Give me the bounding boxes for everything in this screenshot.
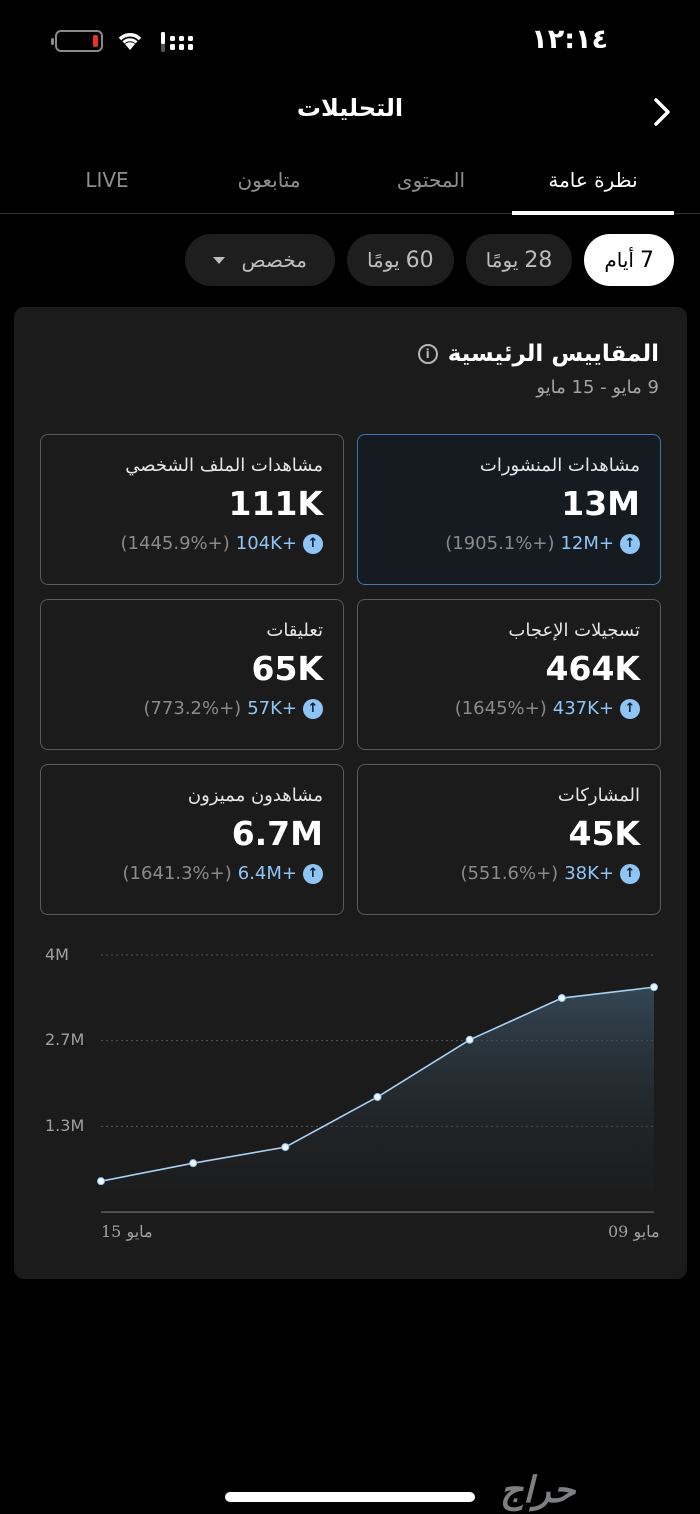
info-icon[interactable]: i bbox=[417, 344, 438, 364]
metric-label: تسجيلات الإعجاب bbox=[508, 620, 640, 641]
back-chevron-icon[interactable] bbox=[648, 96, 676, 128]
panel-title: المقاييس الرئيسية bbox=[447, 341, 659, 367]
metric-change: ↑ 437K+ (1645%+) bbox=[378, 698, 640, 719]
metric-delta: 12M+ bbox=[560, 533, 614, 554]
metric-percent: (1645%+) bbox=[454, 698, 547, 719]
metric-label: تعليقات bbox=[266, 620, 323, 641]
chip-number: 60 bbox=[405, 247, 434, 273]
clock: ١٢:١٤ bbox=[531, 24, 608, 55]
chip-number: 7 bbox=[640, 247, 654, 273]
metric-percent: (1905.1%+) bbox=[445, 533, 555, 554]
custom-range-dropdown[interactable]: مخصص bbox=[185, 234, 335, 286]
arrow-up-icon: ↑ bbox=[303, 863, 323, 884]
arrow-up-icon: ↑ bbox=[620, 698, 640, 719]
metric-value: 111K bbox=[228, 484, 323, 523]
metric-change: ↑ 6.4M+ (1641.3%+) bbox=[61, 863, 323, 884]
x-tick-right: مايو 09 bbox=[608, 1222, 660, 1241]
battery-icon bbox=[51, 30, 103, 52]
metric-label: مشاهدات المنشورات bbox=[479, 455, 640, 476]
filter-7-days[interactable]: 7 أيام bbox=[584, 234, 674, 286]
home-indicator[interactable] bbox=[225, 1492, 475, 1502]
wifi-icon bbox=[118, 33, 142, 50]
metric-delta: 437K+ bbox=[552, 698, 614, 719]
metric-value: 45K bbox=[568, 814, 641, 853]
page-title: التحليلات bbox=[296, 94, 404, 122]
views-chart[interactable]: 4M 2.7M 1.3M مايو 15 مايو 09 bbox=[14, 927, 687, 1247]
y-tick: 1.3M bbox=[45, 1116, 85, 1135]
metric-card-likes[interactable]: تسجيلات الإعجاب 464K ↑ 437K+ (1645%+) bbox=[357, 599, 661, 750]
metric-card-post-views[interactable]: مشاهدات المنشورات 13M ↑ 12M+ (1905.1%+) bbox=[357, 434, 661, 585]
metric-value: 6.7M bbox=[231, 814, 323, 853]
metric-value: 65K bbox=[251, 649, 324, 688]
filter-60-days[interactable]: 60 يومًا bbox=[346, 234, 454, 286]
metric-change: ↑ 12M+ (1905.1%+) bbox=[378, 533, 640, 554]
metric-label: مشاهدات الملف الشخصي bbox=[125, 455, 323, 476]
metric-value: 464K bbox=[545, 649, 640, 688]
chip-number: 28 bbox=[524, 247, 553, 273]
arrow-up-icon: ↑ bbox=[303, 533, 323, 554]
watermark-logo: حراج bbox=[500, 1470, 576, 1511]
metric-percent: (1445.9%+) bbox=[120, 533, 230, 554]
caret-down-icon bbox=[213, 256, 226, 264]
tab-followers[interactable]: متابعون bbox=[237, 168, 301, 192]
status-bar: ١٢:١٤ bbox=[0, 0, 700, 80]
date-range: 9 مايو - 15 مايو bbox=[536, 377, 659, 398]
metric-card-shares[interactable]: المشاركات 45K ↑ 38K+ (551.6%+) bbox=[357, 764, 661, 915]
tab-bar: نظرة عامة المحتوى متابعون LIVE bbox=[0, 158, 700, 215]
metric-change: ↑ 38K+ (551.6%+) bbox=[378, 863, 640, 884]
metric-change: ↑ 57K+ (773.2%+) bbox=[61, 698, 323, 719]
tab-content[interactable]: المحتوى bbox=[396, 168, 466, 192]
metric-label: المشاركات bbox=[557, 785, 640, 806]
custom-label: مخصص bbox=[241, 248, 307, 272]
tab-overview[interactable]: نظرة عامة bbox=[512, 158, 674, 215]
filter-28-days[interactable]: 28 يومًا bbox=[465, 234, 573, 286]
line-chart bbox=[97, 954, 658, 1213]
metric-card-profile-views[interactable]: مشاهدات الملف الشخصي 111K ↑ 104K+ (1445.… bbox=[40, 434, 344, 585]
header: التحليلات bbox=[0, 86, 700, 138]
tab-live[interactable]: LIVE bbox=[85, 168, 129, 192]
x-tick-left: مايو 15 bbox=[101, 1222, 153, 1241]
chip-unit: يومًا bbox=[366, 248, 400, 272]
chip-unit: أيام bbox=[604, 248, 634, 272]
chip-unit: يومًا bbox=[485, 248, 519, 272]
date-filter-chips: 7 أيام 28 يومًا 60 يومًا مخصص bbox=[185, 234, 674, 286]
metric-card-comments[interactable]: تعليقات 65K ↑ 57K+ (773.2%+) bbox=[40, 599, 344, 750]
arrow-up-icon: ↑ bbox=[620, 863, 640, 884]
panel-title-row: المقاييس الرئيسية i bbox=[417, 341, 659, 367]
signal-icon bbox=[161, 32, 193, 52]
metric-value: 13M bbox=[561, 484, 640, 523]
y-tick: 2.7M bbox=[45, 1030, 85, 1049]
y-tick: 4M bbox=[45, 945, 69, 964]
metric-delta: 6.4M+ bbox=[237, 863, 297, 884]
arrow-up-icon: ↑ bbox=[620, 533, 640, 554]
metric-change: ↑ 104K+ (1445.9%+) bbox=[61, 533, 323, 554]
metric-label: مشاهدون مميزون bbox=[187, 785, 323, 806]
metric-delta: 38K+ bbox=[564, 863, 614, 884]
metrics-grid: مشاهدات المنشورات 13M ↑ 12M+ (1905.1%+) … bbox=[40, 434, 661, 915]
metric-percent: (1641.3%+) bbox=[122, 863, 232, 884]
metric-percent: (773.2%+) bbox=[143, 698, 242, 719]
metric-delta: 104K+ bbox=[235, 533, 297, 554]
metric-card-unique-viewers[interactable]: مشاهدون مميزون 6.7M ↑ 6.4M+ (1641.3%+) bbox=[40, 764, 344, 915]
metric-delta: 57K+ bbox=[247, 698, 297, 719]
key-metrics-panel: المقاييس الرئيسية i 9 مايو - 15 مايو مشا… bbox=[14, 307, 687, 1279]
arrow-up-icon: ↑ bbox=[303, 698, 323, 719]
metric-percent: (551.6%+) bbox=[460, 863, 559, 884]
